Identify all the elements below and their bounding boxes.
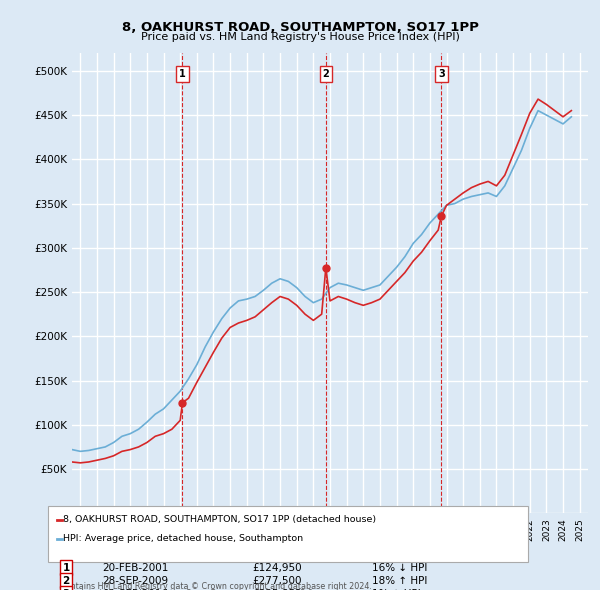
Text: 8, OAKHURST ROAD, SOUTHAMPTON, SO17 1PP: 8, OAKHURST ROAD, SOUTHAMPTON, SO17 1PP: [122, 21, 478, 34]
Text: 3: 3: [62, 589, 70, 590]
Text: 20-FEB-2001: 20-FEB-2001: [102, 563, 169, 572]
Text: 16% ↓ HPI: 16% ↓ HPI: [372, 563, 427, 572]
Text: 1: 1: [179, 69, 186, 79]
Text: Contains HM Land Registry data © Crown copyright and database right 2024.: Contains HM Land Registry data © Crown c…: [60, 582, 372, 590]
Text: £335,852: £335,852: [252, 589, 302, 590]
Text: HPI: Average price, detached house, Southampton: HPI: Average price, detached house, Sout…: [63, 534, 303, 543]
Text: 18% ↑ HPI: 18% ↑ HPI: [372, 576, 427, 585]
Text: 8, OAKHURST ROAD, SOUTHAMPTON, SO17 1PP (detached house): 8, OAKHURST ROAD, SOUTHAMPTON, SO17 1PP …: [63, 515, 376, 525]
Text: £124,950: £124,950: [252, 563, 302, 572]
Text: £277,500: £277,500: [252, 576, 302, 585]
Text: 09-SEP-2016: 09-SEP-2016: [102, 589, 168, 590]
Text: 2: 2: [322, 69, 329, 79]
Text: 2: 2: [62, 576, 70, 585]
Text: 3: 3: [438, 69, 445, 79]
Text: This data is licensed under the Open Government Licence v3.0.: This data is licensed under the Open Gov…: [60, 589, 316, 590]
Text: 1% ↑ HPI: 1% ↑ HPI: [372, 589, 421, 590]
Text: 1: 1: [62, 563, 70, 572]
Text: 28-SEP-2009: 28-SEP-2009: [102, 576, 168, 585]
Text: Price paid vs. HM Land Registry's House Price Index (HPI): Price paid vs. HM Land Registry's House …: [140, 32, 460, 42]
